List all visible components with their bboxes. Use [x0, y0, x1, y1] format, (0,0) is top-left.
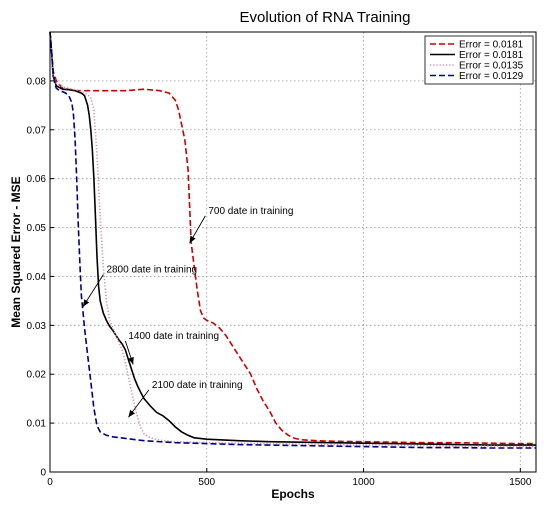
series-line-2 — [49, 31, 536, 446]
y-tick-label: 0.01 — [27, 419, 47, 430]
plot-frame — [49, 31, 537, 473]
series-layer — [49, 31, 536, 449]
legend-entry-label: Error = 0.0181 — [459, 50, 524, 61]
annotation-label: 700 date in training — [208, 206, 293, 217]
x-axis-title: Epochs — [271, 487, 315, 501]
y-tick-label: 0.03 — [27, 321, 47, 332]
y-tick-label: 0 — [40, 468, 46, 479]
y-tick-label: 0.06 — [27, 174, 47, 185]
annotation-arrow-head — [189, 235, 196, 244]
y-axis: 0 0.01 0.02 0.03 0.04 0.05 0.06 0.07 0.08 — [27, 76, 54, 479]
annotation-arrow-head — [128, 356, 134, 365]
annotation-label: 2800 date in training — [106, 265, 197, 276]
legend-entry-label: Error = 0.0135 — [459, 61, 524, 72]
legend-entry-label: Error = 0.0129 — [459, 71, 524, 82]
x-tick-label: 1000 — [352, 477, 375, 488]
x-axis: 0 500 1000 1500 — [47, 468, 532, 488]
annotation-arrow-head — [128, 409, 135, 418]
y-tick-label: 0.07 — [27, 125, 47, 136]
annotation-label: 1400 date in training — [128, 331, 219, 342]
series-line-1 — [49, 31, 536, 445]
plot-area — [50, 32, 536, 472]
y-tick-label: 0.05 — [27, 223, 47, 234]
x-tick-label: 500 — [198, 477, 215, 488]
x-tick-label: 1500 — [509, 477, 532, 488]
x-tick-label: 0 — [47, 477, 53, 488]
annotations: 700 date in training 2800 date in trainin… — [82, 206, 293, 418]
y-axis-title: Mean Squared Error - MSE — [9, 176, 23, 327]
chart-title: Evolution of RNA Training — [240, 9, 411, 26]
y-tick-label: 0.04 — [27, 272, 47, 283]
annotation-label: 2100 date in training — [152, 380, 243, 391]
y-tick-label: 0.08 — [27, 76, 47, 87]
y-tick-label: 0.02 — [27, 370, 47, 381]
legend-entry-label: Error = 0.0181 — [459, 40, 524, 51]
annotation-arrow-head — [82, 299, 90, 307]
series-line-4 — [49, 31, 536, 449]
